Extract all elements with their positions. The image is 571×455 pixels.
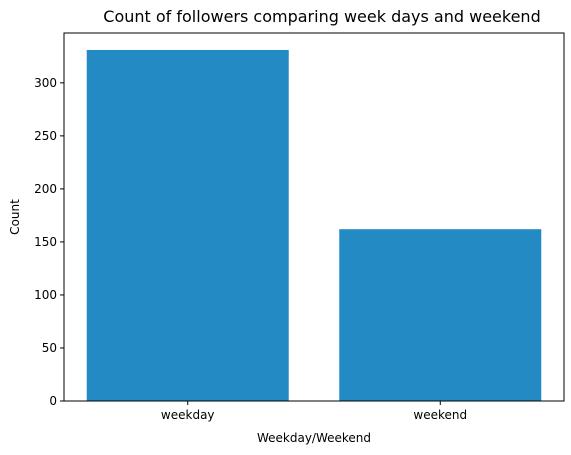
y-tick-label-50: 50 (42, 341, 57, 355)
y-tick-label-0: 0 (49, 394, 57, 408)
bar-weekday (86, 49, 289, 402)
y-axis: 0 50 100 150 200 250 300 (34, 76, 64, 408)
x-axis-label: Weekday/Weekend (257, 431, 371, 445)
x-tick-label-weekend: weekend (413, 408, 467, 422)
y-tick-label-250: 250 (34, 129, 57, 143)
plot-frame (63, 32, 565, 402)
chart-title: Count of followers comparing week days a… (103, 7, 540, 26)
x-tick-label-weekday: weekday (161, 408, 215, 422)
y-tick-label-300: 300 (34, 76, 57, 90)
x-axis: weekday weekend (161, 401, 467, 422)
y-tick-label-200: 200 (34, 182, 57, 196)
y-tick-label-100: 100 (34, 288, 57, 302)
bar-weekend (339, 229, 542, 401)
y-axis-label: Count (8, 199, 22, 235)
y-tick-label-150: 150 (34, 235, 57, 249)
bars-group (86, 49, 542, 402)
